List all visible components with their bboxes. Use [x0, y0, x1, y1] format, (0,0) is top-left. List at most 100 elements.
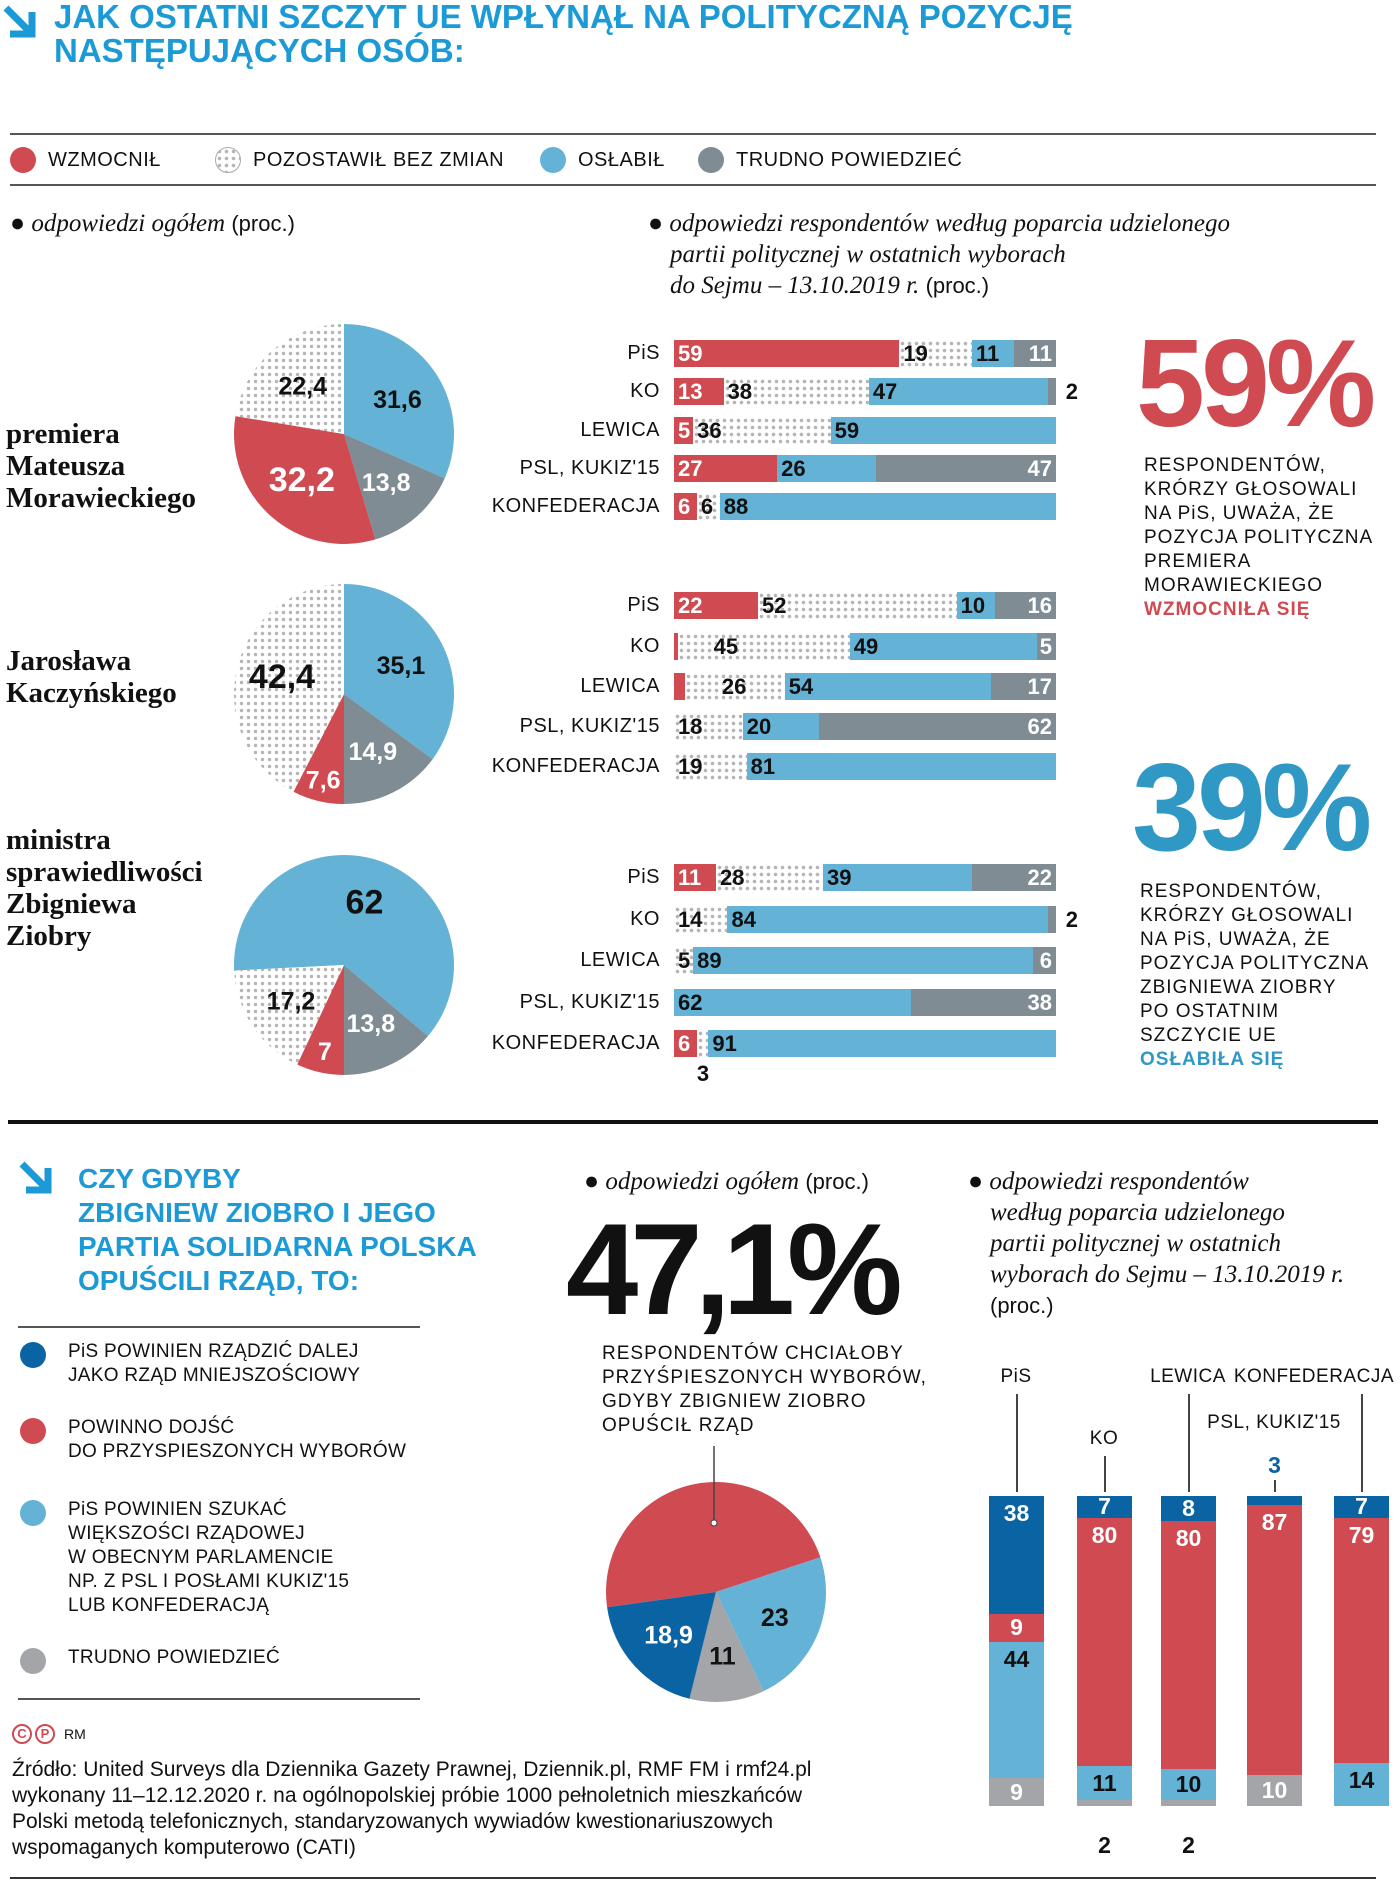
bar-segment: 38	[723, 378, 869, 405]
stat-line: KRÓRZY GŁOSOWALI	[1144, 479, 1358, 500]
bar-value-label: 6	[1039, 948, 1052, 973]
column-value-label: 9	[1010, 1614, 1023, 1641]
row-label: PSL, KUKIZ'15	[519, 715, 660, 737]
subhead-text: odpowiedzi respondentów według poparcia …	[669, 210, 1230, 237]
column-value-label: 2	[1182, 1831, 1195, 1858]
bar-segment: 26	[685, 673, 785, 700]
column-value-label: 87	[1261, 1509, 1288, 1536]
source-line: Źródło: United Surveys dla Dziennika Gaz…	[12, 1758, 812, 1781]
person-kaczynski: Jarosława Kaczyńskiego	[6, 645, 177, 709]
column-value-label: 79	[1348, 1521, 1375, 1548]
bar-segment: 20	[742, 713, 820, 740]
column-segment: 80	[1077, 1517, 1132, 1766]
stacked-bar: 5 89 6	[674, 947, 1056, 974]
subhead-text: do Sejmu – 13.10.2019 r.	[670, 272, 920, 299]
bar-value-label: 88	[723, 494, 749, 519]
bar-segment: 17	[991, 673, 1056, 700]
person-line: Morawieckiego	[6, 482, 197, 514]
title-line: JAK OSTATNI SZCZYT UE WPŁYNĄŁ NA POLITYC…	[54, 0, 1073, 35]
stat-value: 39%	[1132, 739, 1372, 877]
bar-value-label: 54	[788, 674, 814, 699]
bar-value-label: 36	[697, 418, 722, 443]
stacked-bar: 27 26 47	[674, 455, 1056, 482]
column-value-label: 44	[1003, 1645, 1030, 1672]
divider	[10, 133, 1376, 135]
person-ziobro: ministra sprawiedliwości Zbigniewa Ziobry	[6, 824, 203, 952]
leader-line	[1274, 1480, 1276, 1492]
bar-value-label: 16	[1027, 593, 1052, 618]
bar-value-label: 38	[1027, 990, 1052, 1015]
legend-item-bez-zmian: POZOSTAWIŁ BEZ ZMIAN	[215, 147, 504, 173]
column-segment: 11	[1077, 1765, 1132, 1800]
column-label: KONFEDERACJA	[1233, 1366, 1394, 1387]
bar-value-label: 17	[1027, 674, 1052, 699]
legend-item-wybory: POWINNO DOJŚĆ DO PRZYSPIESZONYCH WYBORÓW	[20, 1416, 406, 1464]
column-segment: 38	[989, 1496, 1044, 1614]
page-title: JAK OSTATNI SZCZYT UE WPŁYNĄŁ NA POLITYC…	[54, 0, 1073, 68]
pie-slice	[344, 965, 428, 1075]
subhead-unit: (proc.)	[990, 1293, 1054, 1318]
column-label: PSL, KUKIZ'15	[1207, 1412, 1341, 1433]
bar-segment: 26	[777, 455, 877, 482]
row-label: KONFEDERACJA	[491, 495, 660, 517]
pie-label: 22,4	[278, 372, 327, 400]
stat-line: OPUŚCIŁ RZĄD	[602, 1415, 755, 1436]
column-segment: 79	[1334, 1517, 1389, 1763]
column-label: KO	[1089, 1428, 1119, 1449]
big-stat-text: RESPONDENTÓW CHCIAŁOBY PRZYŚPIESZONYCH WY…	[602, 1342, 927, 1438]
stat-line: RESPONDENTÓW,	[1140, 881, 1322, 902]
row-label: KO	[630, 635, 660, 657]
subhead-text: odpowiedzi respondentów	[989, 1168, 1249, 1195]
bar-value-label: 5	[678, 418, 691, 443]
column-value-label: 2	[1098, 1831, 1111, 1858]
bar-segment: 89	[693, 947, 1034, 974]
bar-segment: 2	[1048, 906, 1078, 933]
stacked-column: 7 80 11 2	[1077, 1493, 1132, 1856]
bar-value-label: 27	[678, 456, 703, 481]
person-line: sprawiedliwości	[6, 856, 203, 888]
copyright-badge: C P RM	[12, 1724, 86, 1744]
bar-value-label: 26	[781, 456, 806, 481]
stat-text: RESPONDENTÓW, KRÓRZY GŁOSOWALI NA PiS, UWA…	[1132, 880, 1369, 1072]
stacked-bar: 59 19 11 11	[674, 340, 1056, 367]
pie-label: 35,1	[377, 652, 426, 680]
bar-value-label: 47	[872, 379, 898, 404]
bar-value-label: 45	[713, 634, 739, 659]
column-segment: 80	[1161, 1520, 1216, 1769]
bar-value-label: 49	[853, 634, 879, 659]
bar-value-label: 52	[762, 593, 787, 618]
stat-line: PO OSTATNIM	[1140, 1001, 1280, 1022]
person-line: ministra	[6, 824, 111, 856]
legend-label: WZMOCNIŁ	[48, 148, 161, 171]
column-value-label: 8	[1182, 1494, 1195, 1521]
column-value-label: 7	[1098, 1493, 1111, 1520]
stat-text: RESPONDENTÓW, KRÓRZY GŁOSOWALI NA PiS, UWA…	[1136, 454, 1373, 622]
stacked-bar: 3 26 54 17	[674, 673, 1056, 700]
divider	[10, 184, 1376, 186]
bar-segment: 5	[674, 417, 694, 444]
row-label: KONFEDERACJA	[491, 1032, 660, 1054]
bar-segment: 52	[758, 592, 957, 619]
bar-value-label: 89	[697, 948, 722, 973]
pie-slice	[297, 965, 345, 1075]
legend-line: WIĘKSZOŚCI RZĄDOWEJ	[68, 1523, 305, 1544]
stat-highlight: OSŁABIŁA SIĘ	[1140, 1049, 1285, 1070]
source-line: Polski metodą telefonicznych, standaryzo…	[12, 1810, 774, 1833]
bar-segment: 59	[674, 340, 900, 367]
gray-dot-icon	[698, 147, 724, 173]
bar-value-label: 22	[678, 593, 703, 618]
column-label: LEWICA	[1150, 1366, 1226, 1387]
title-line: PARTIA SOLIDARNA POLSKA	[78, 1231, 477, 1262]
bar-segment: 27	[674, 455, 778, 482]
bar-segment: 62	[674, 989, 911, 1016]
stat-line: NA PiS, UWAŻA, ŻE	[1144, 503, 1335, 524]
stacked-bar: 22 52 10 16	[674, 592, 1056, 619]
column-segment: 9	[989, 1613, 1044, 1642]
bar-segment: 5	[674, 947, 694, 974]
stat-59: 59% RESPONDENTÓW, KRÓRZY GŁOSOWALI NA PiS,…	[1136, 322, 1376, 622]
gray-dot-icon	[20, 1648, 46, 1674]
bar-value-label: 13	[678, 379, 703, 404]
bar-segment: 6	[674, 1030, 697, 1057]
bar-segment: 6	[1033, 947, 1056, 974]
legend-label: POZOSTAWIŁ BEZ ZMIAN	[253, 148, 505, 171]
